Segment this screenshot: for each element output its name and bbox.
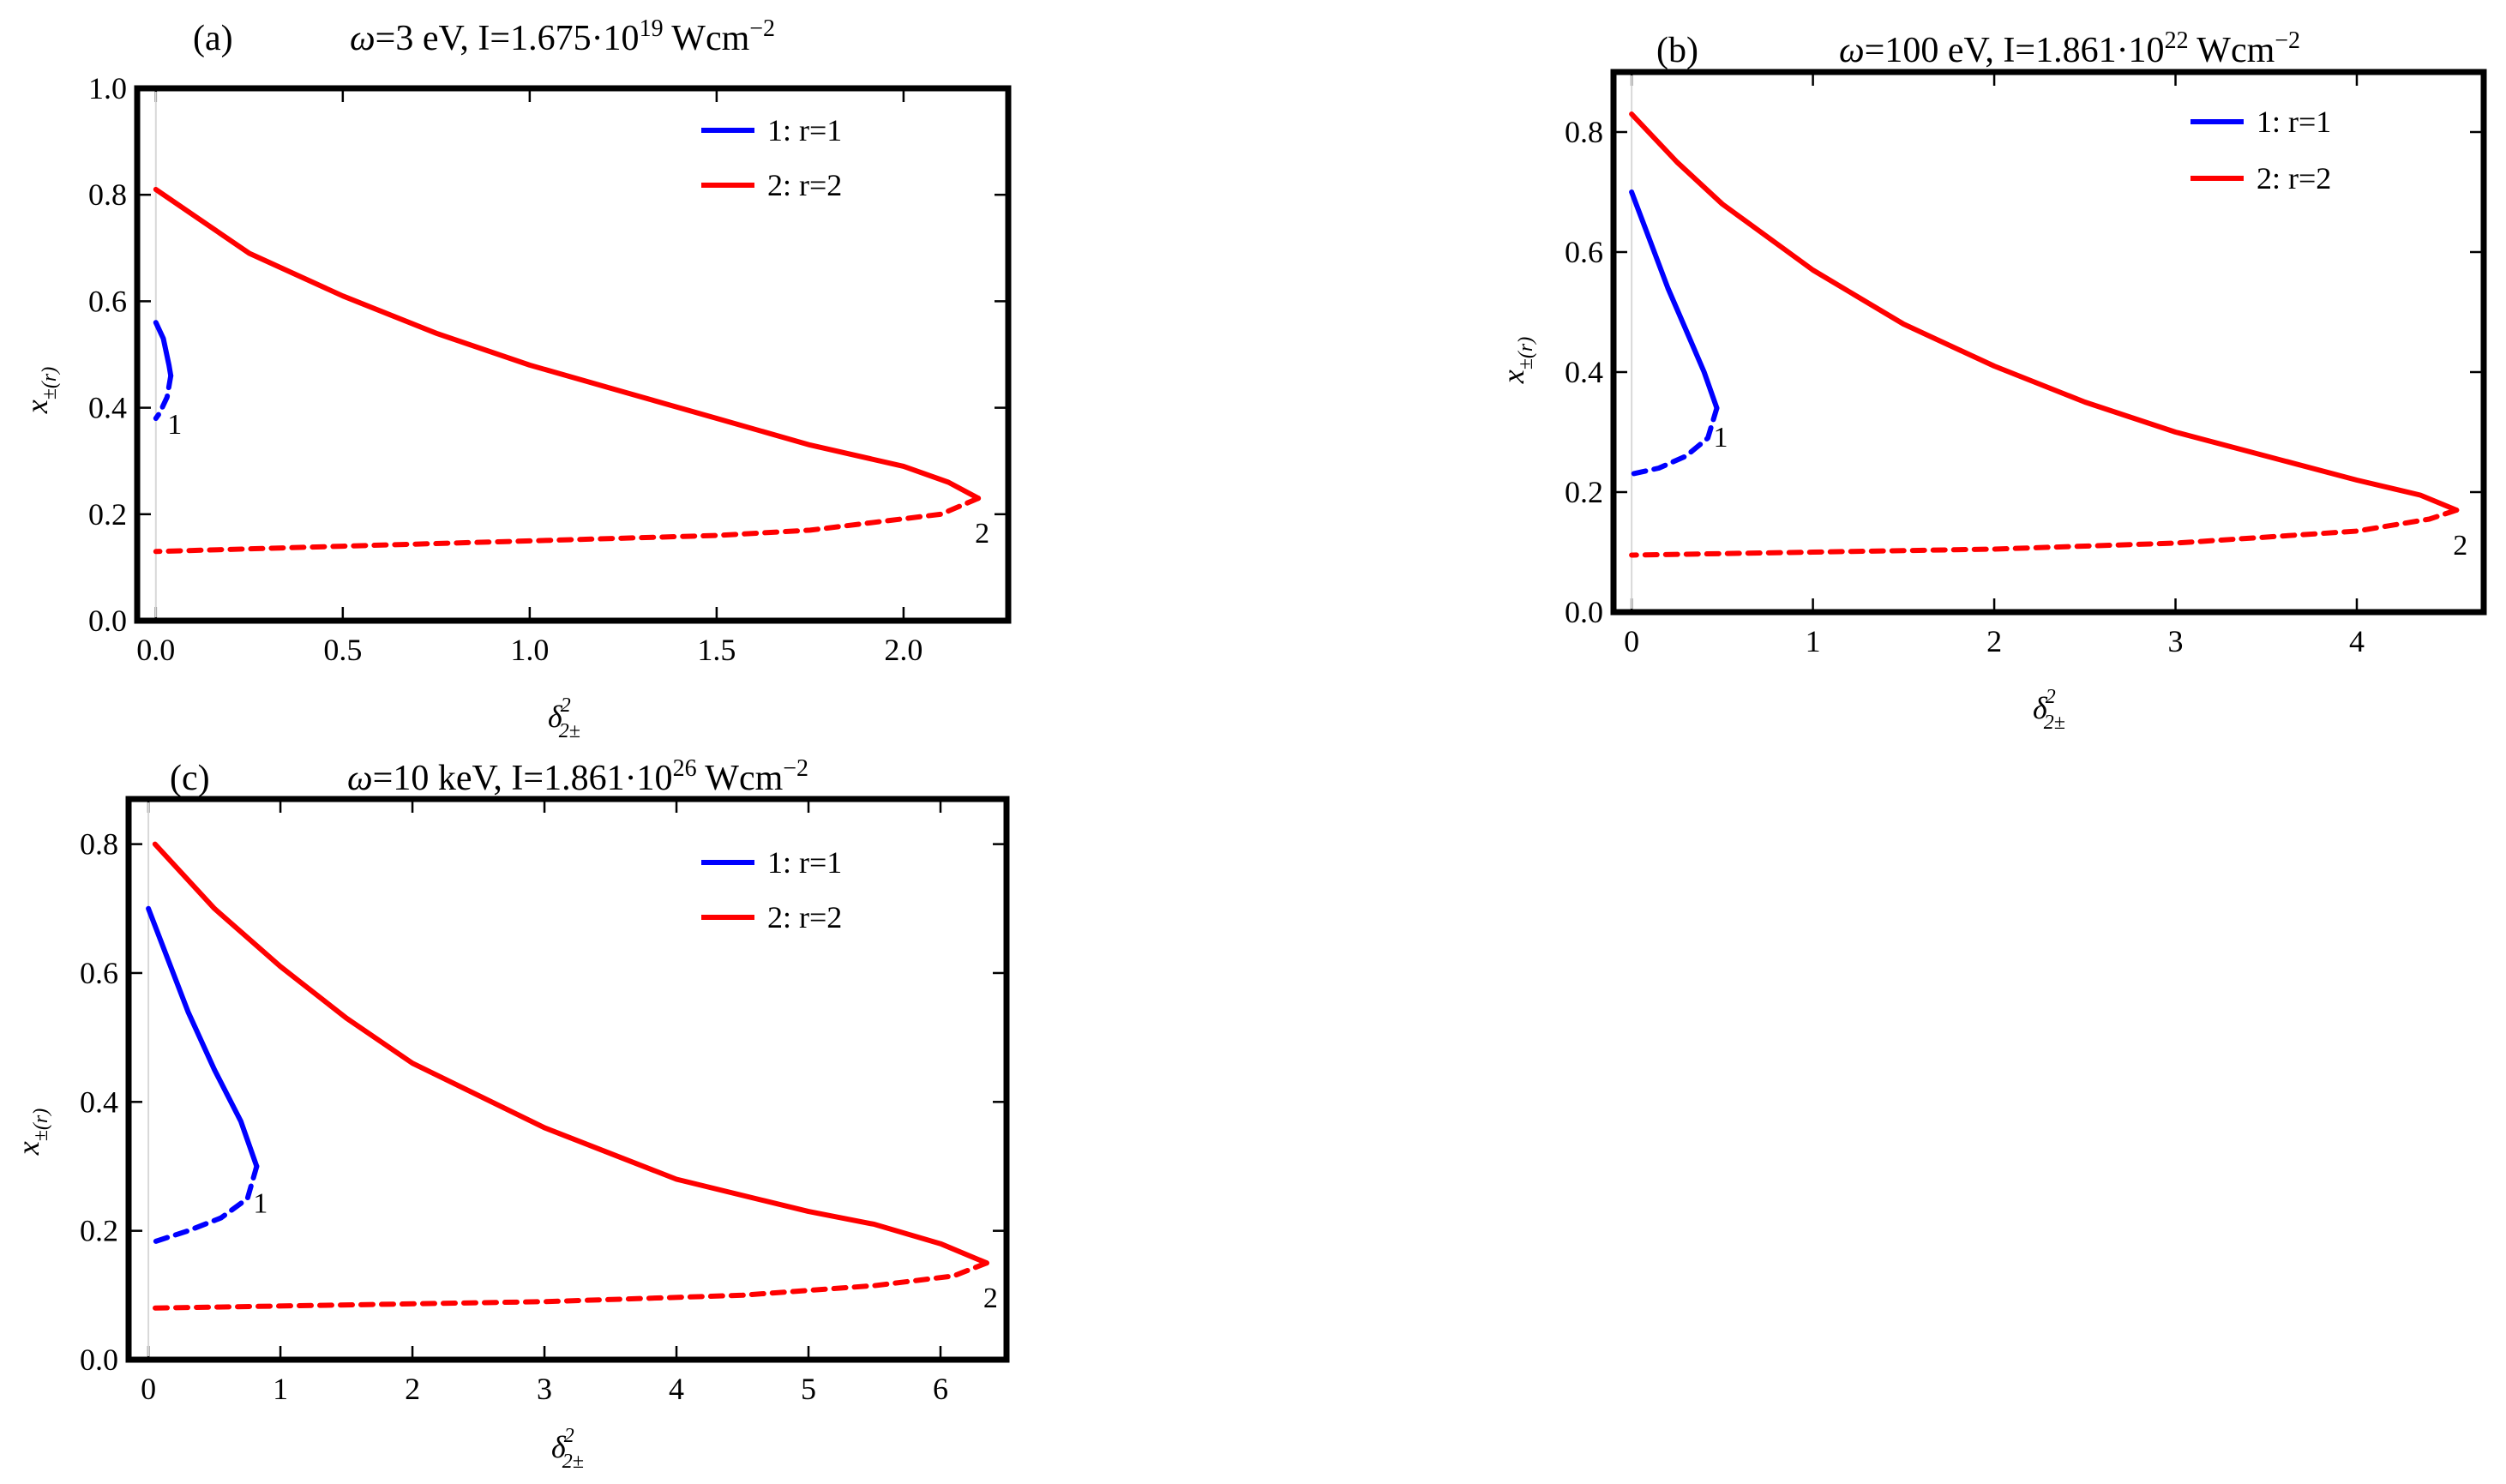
series-2-end-label: 2 bbox=[983, 1283, 998, 1314]
legend-label-2: 2: r=2 bbox=[2257, 161, 2331, 195]
panel-b: (b) ω=100 eV, I=1.861·1022 Wcm−2 0.00.20… bbox=[1496, 27, 2487, 734]
x-tick-label: 2 bbox=[405, 1372, 420, 1406]
x-tick-label: 0 bbox=[141, 1372, 156, 1406]
y-tick-label: 0.8 bbox=[88, 177, 127, 212]
x-tick-label: 4 bbox=[2349, 624, 2365, 658]
legend: 1: r=1 2: r=2 bbox=[701, 845, 842, 934]
x-tick-label: 0.5 bbox=[323, 633, 362, 667]
series-1-end-label: 1 bbox=[167, 409, 182, 441]
plot-frame bbox=[1610, 69, 2487, 616]
x-tick-label: 1.5 bbox=[697, 633, 736, 667]
y-axis-ticks: 0.0 0.2 0.4 0.6 0.8 bbox=[1565, 115, 2484, 629]
y-tick-label: 0.6 bbox=[1565, 235, 1603, 269]
x-axis-ticks: 0.0 0.5 1.0 1.5 2.0 bbox=[136, 88, 922, 667]
series-1-solid-line bbox=[146, 905, 260, 1169]
series-2-solid-line bbox=[153, 187, 982, 502]
x-axis-ticks: 0 1 2 3 4 bbox=[1624, 72, 2365, 658]
chart-title: ω=10 keV, I=1.861·1026 Wcm−2 bbox=[347, 755, 808, 798]
y-axis-label: x±(r) bbox=[20, 367, 61, 414]
x-tick-label: 1 bbox=[1806, 624, 1821, 658]
y-tick-label: 0.6 bbox=[80, 956, 118, 990]
plot-frame bbox=[125, 796, 1010, 1363]
y-tick-label: 0.4 bbox=[80, 1084, 118, 1119]
x-tick-label: 1 bbox=[273, 1372, 288, 1406]
chart-title: ω=100 eV, I=1.861·1022 Wcm−2 bbox=[1839, 27, 2300, 70]
y-axis-ticks: 0.0 0.2 0.4 0.6 0.8 bbox=[80, 827, 1007, 1377]
panel-a: (a) ω=3 eV, I=1.675·1019 Wcm−2 0.0 0.2 0.4… bbox=[20, 15, 1012, 742]
legend-label-1: 1: r=1 bbox=[2257, 105, 2331, 139]
series-1-solid-line bbox=[153, 320, 174, 379]
series-2-solid-line bbox=[152, 841, 989, 1266]
x-tick-label: 1.0 bbox=[510, 633, 549, 667]
y-tick-label: 0.0 bbox=[1565, 595, 1603, 629]
series-1-end-label: 1 bbox=[1714, 422, 1728, 454]
legend: 1: r=1 2: r=2 bbox=[2190, 105, 2331, 195]
x-tick-label: 0 bbox=[1624, 624, 1639, 658]
series-2-dashed-line bbox=[153, 496, 982, 555]
y-axis-label: x±(r) bbox=[11, 1108, 52, 1156]
series-1-dashed-line bbox=[1629, 406, 1720, 477]
y-tick-label: 0.2 bbox=[80, 1214, 118, 1248]
y-axis-label: x±(r) bbox=[1496, 337, 1537, 384]
series-2-end-label: 2 bbox=[975, 518, 989, 550]
x-tick-label: 0.0 bbox=[136, 633, 175, 667]
x-tick-label: 4 bbox=[669, 1372, 684, 1406]
y-tick-label: 0.4 bbox=[1565, 355, 1603, 389]
series-1-dashed-line bbox=[146, 1163, 260, 1247]
y-tick-label: 0.6 bbox=[88, 284, 127, 318]
y-tick-label: 0.4 bbox=[88, 391, 127, 425]
legend-label-1: 1: r=1 bbox=[767, 113, 842, 147]
x-axis-label: δ2 2± bbox=[548, 694, 580, 742]
panel-label: (a) bbox=[193, 19, 233, 58]
y-tick-label: 0.8 bbox=[80, 827, 118, 862]
x-tick-label: 6 bbox=[933, 1372, 948, 1406]
curves: 12 bbox=[146, 802, 998, 1356]
series-2-dashed-line bbox=[1629, 508, 2460, 558]
x-axis-label: δ2 2± bbox=[551, 1425, 584, 1473]
y-tick-label: 0.2 bbox=[88, 497, 127, 532]
x-axis-ticks: 0 1 2 3 4 5 6 bbox=[141, 799, 948, 1406]
x-tick-label: 2.0 bbox=[884, 633, 922, 667]
y-tick-label: 0.0 bbox=[80, 1343, 118, 1377]
legend: 1: r=1 2: r=2 bbox=[701, 113, 842, 202]
y-axis-ticks: 0.0 0.2 0.4 0.6 0.8 1.0 bbox=[88, 71, 1008, 638]
x-tick-label: 5 bbox=[801, 1372, 816, 1406]
curves: 12 bbox=[153, 92, 989, 617]
y-tick-label: 0.8 bbox=[1565, 115, 1603, 149]
series-1-dashed-line bbox=[153, 373, 174, 421]
y-tick-label: 0.2 bbox=[1565, 475, 1603, 509]
chart-title: ω=3 eV, I=1.675·1019 Wcm−2 bbox=[350, 15, 775, 58]
y-tick-label: 0.0 bbox=[88, 604, 127, 638]
series-1-end-label: 1 bbox=[253, 1188, 267, 1220]
series-1-solid-line bbox=[1629, 189, 1720, 411]
legend-label-2: 2: r=2 bbox=[767, 168, 842, 202]
series-2-end-label: 2 bbox=[2453, 530, 2467, 562]
series-2-dashed-line bbox=[146, 1260, 989, 1311]
panel-c: (c) ω=10 keV, I=1.861·1026 Wcm−2 0.00.20… bbox=[11, 755, 1010, 1473]
x-axis-label: δ2 2± bbox=[2033, 686, 2065, 734]
x-tick-label: 2 bbox=[1986, 624, 2002, 658]
series-2-solid-line bbox=[1629, 111, 2460, 513]
curves: 12 bbox=[1629, 75, 2467, 609]
x-tick-label: 3 bbox=[537, 1372, 552, 1406]
plot-frame bbox=[134, 85, 1012, 624]
legend-label-1: 1: r=1 bbox=[767, 845, 842, 880]
y-tick-label: 1.0 bbox=[88, 71, 127, 105]
panel-label: (c) bbox=[170, 759, 210, 798]
x-tick-label: 3 bbox=[2168, 624, 2184, 658]
legend-label-2: 2: r=2 bbox=[767, 900, 842, 934]
panel-label: (b) bbox=[1656, 31, 1698, 70]
